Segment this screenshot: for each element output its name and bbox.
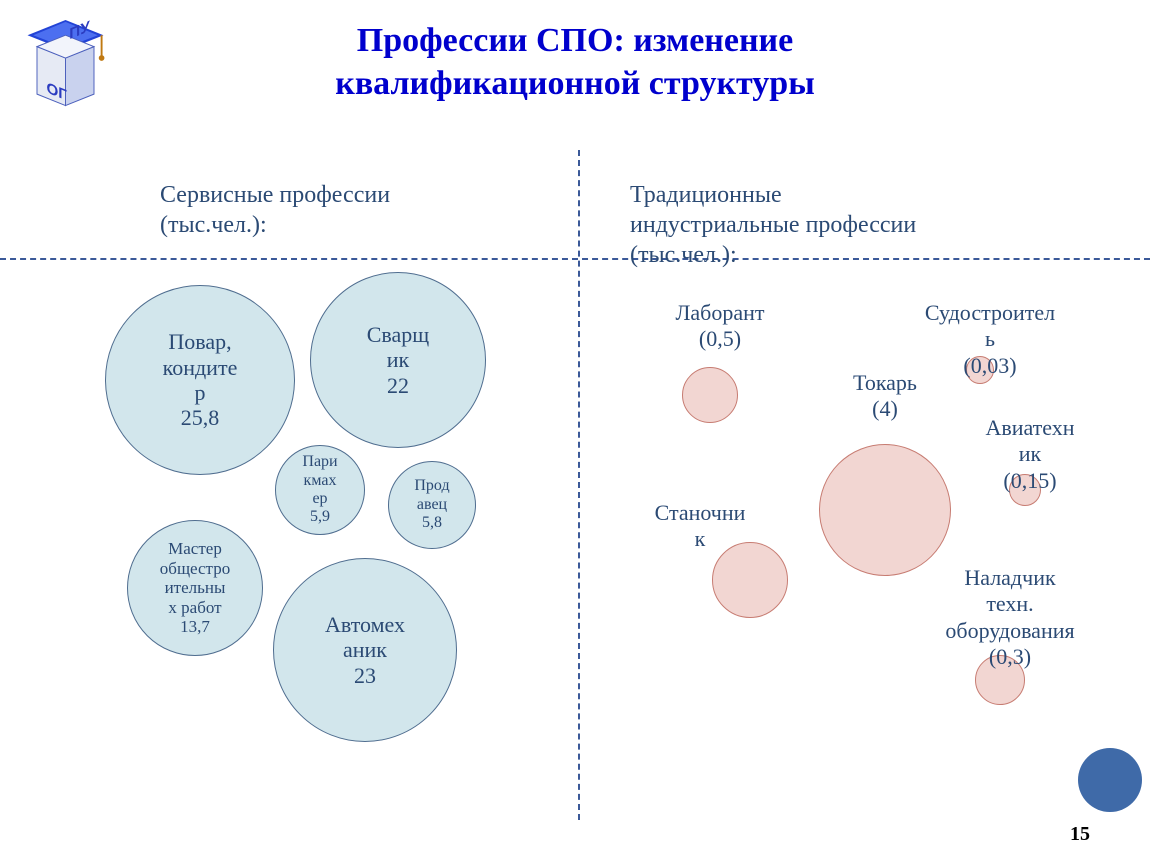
corner-circle-decoration (1078, 748, 1142, 812)
service-bubble: Сварщик22 (310, 272, 486, 448)
industrial-bubble-label: Станочник (640, 500, 760, 553)
right-section-label: Традиционныеиндустриальные профессии(тыс… (630, 180, 916, 270)
service-bubble-label: Повар,кондитер25,8 (159, 325, 242, 434)
service-bubble: Повар,кондитер25,8 (105, 285, 295, 475)
slide: ОГ ПУ Профессии СПО: изменение квалифика… (0, 0, 1150, 864)
industrial-bubble-label: Лаборант(0,5) (660, 300, 780, 353)
industrial-bubble-label: Наладчиктехн.оборудования(0,3) (920, 565, 1100, 671)
industrial-bubble (819, 444, 951, 576)
left-section-label: Сервисные профессии(тыс.чел.): (160, 180, 390, 240)
service-bubble: Парикмахер5,9 (275, 445, 365, 535)
service-bubble-label: Мастеробщестроительных работ13,7 (156, 535, 234, 641)
service-bubble: Автомеханик23 (273, 558, 457, 742)
slide-title: Профессии СПО: изменение квалификационно… (0, 20, 1150, 105)
title-line1: Профессии СПО: изменение (357, 22, 794, 59)
industrial-bubble (712, 542, 788, 618)
industrial-bubble-label: Авиатехник(0,15) (965, 415, 1095, 494)
divider-horizontal (0, 258, 1150, 260)
title-line2: квалификационной структуры (335, 65, 815, 102)
industrial-bubble-label: Судостроитель(0,03) (910, 300, 1070, 379)
service-bubble: Мастеробщестроительных работ13,7 (127, 520, 263, 656)
service-bubble-label: Сварщик22 (363, 318, 433, 402)
divider-vertical (578, 150, 580, 820)
service-bubble-label: Продавец5,8 (410, 473, 453, 536)
service-bubble-label: Автомеханик23 (321, 608, 409, 692)
page-number: 15 (1070, 823, 1090, 846)
service-bubble: Продавец5,8 (388, 461, 476, 549)
service-bubble-label: Парикмахер5,9 (298, 449, 341, 531)
industrial-bubble (682, 367, 738, 423)
